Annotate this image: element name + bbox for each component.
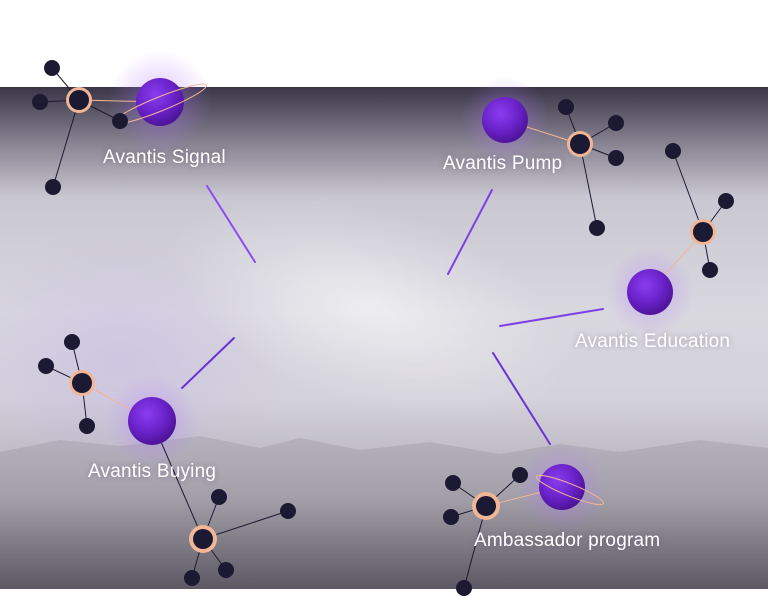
hub-node <box>693 222 713 242</box>
label-avantis-education[interactable]: Avantis Education <box>575 331 731 352</box>
connector-signal <box>206 185 256 263</box>
signal-cluster <box>32 50 212 195</box>
connector-buying <box>181 337 235 389</box>
hub-node <box>69 90 89 110</box>
connector-pump <box>447 189 493 275</box>
planet-node <box>627 269 673 315</box>
hub-node <box>72 373 92 393</box>
label-avantis-pump[interactable]: Avantis Pump <box>443 153 563 174</box>
hub-node <box>570 134 590 154</box>
planet-node <box>539 464 585 510</box>
label-ambassador-program[interactable]: Ambassador program <box>474 530 661 551</box>
label-avantis-signal[interactable]: Avantis Signal <box>103 147 226 168</box>
planet-orbit <box>536 474 604 506</box>
hub-node <box>193 529 213 549</box>
pump-cluster <box>461 76 624 236</box>
connector-education <box>499 308 604 327</box>
hub-node <box>476 496 496 516</box>
planet-node <box>128 397 176 445</box>
center-connectors <box>181 185 604 445</box>
education-cluster <box>606 143 734 336</box>
ambassador-cluster <box>443 441 608 596</box>
planet-node <box>136 78 184 126</box>
label-avantis-buying[interactable]: Avantis Buying <box>88 461 217 482</box>
night-sky-background <box>0 87 768 589</box>
connector-ambassador <box>492 352 551 445</box>
planet-node <box>482 97 528 143</box>
buying-cluster <box>38 334 296 586</box>
